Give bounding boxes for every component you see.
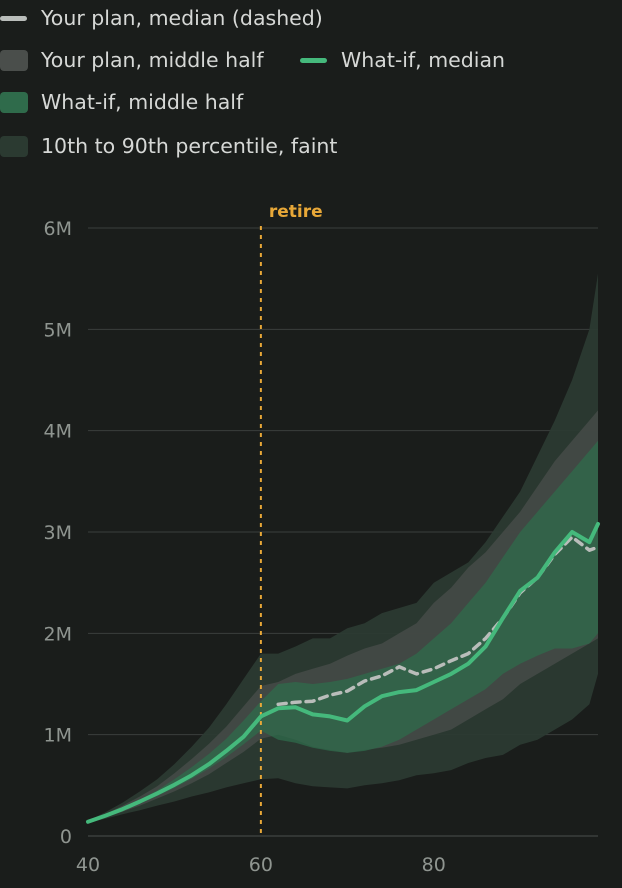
bands bbox=[88, 273, 598, 823]
legend-label-yours-middle: Your plan, middle half bbox=[41, 48, 264, 72]
y-tick-label-4: 4M bbox=[44, 421, 72, 443]
y-tick-label-2: 2M bbox=[44, 623, 72, 645]
legend-label-whatif-middle: What-if, middle half bbox=[41, 90, 244, 114]
legend-label-outer-band: 10th to 90th percentile, faint bbox=[41, 134, 338, 158]
y-tick-label-1: 1M bbox=[44, 725, 72, 747]
x-tick-label-2: 80 bbox=[422, 854, 446, 876]
series-line-whatif-median bbox=[86, 521, 600, 824]
legend-item-yours-median[interactable]: Your plan, median (dashed) bbox=[0, 0, 323, 38]
y-tick-label-0: 0 bbox=[60, 826, 72, 848]
legend-item-whatif-middle[interactable]: What-if, middle half bbox=[0, 82, 243, 122]
legend-swatch-whatif-middle bbox=[0, 91, 28, 113]
legend: Your plan, median (dashed) Your plan, mi… bbox=[0, 0, 622, 170]
x-tick-label-0: 40 bbox=[76, 854, 100, 876]
projection-chart: retire 0 1M 2M 3M 4M 5M 6M 40 60 80 bbox=[44, 202, 600, 876]
y-tick-label-6: 6M bbox=[44, 218, 72, 240]
retire-marker: retire bbox=[259, 202, 323, 836]
legend-label-yours-median: Your plan, median (dashed) bbox=[41, 6, 323, 30]
legend-swatch-yours-median bbox=[0, 15, 27, 21]
axes: 0 1M 2M 3M 4M 5M 6M 40 60 80 bbox=[44, 218, 446, 876]
legend-swatch-whatif-median bbox=[300, 57, 327, 63]
y-tick-label-3: 3M bbox=[44, 522, 72, 544]
legend-swatch-outer-band bbox=[0, 135, 28, 157]
x-tick-label-1: 60 bbox=[249, 854, 273, 876]
legend-swatch-yours-middle bbox=[0, 49, 28, 71]
retire-label: retire bbox=[269, 202, 323, 222]
legend-item-outer-band[interactable]: 10th to 90th percentile, faint bbox=[0, 126, 337, 166]
legend-item-whatif-median[interactable]: What-if, median bbox=[300, 40, 505, 80]
legend-item-yours-middle[interactable]: Your plan, middle half bbox=[0, 40, 264, 80]
median-lines bbox=[86, 521, 600, 824]
legend-label-whatif-median: What-if, median bbox=[341, 48, 506, 72]
y-tick-label-5: 5M bbox=[44, 319, 72, 341]
